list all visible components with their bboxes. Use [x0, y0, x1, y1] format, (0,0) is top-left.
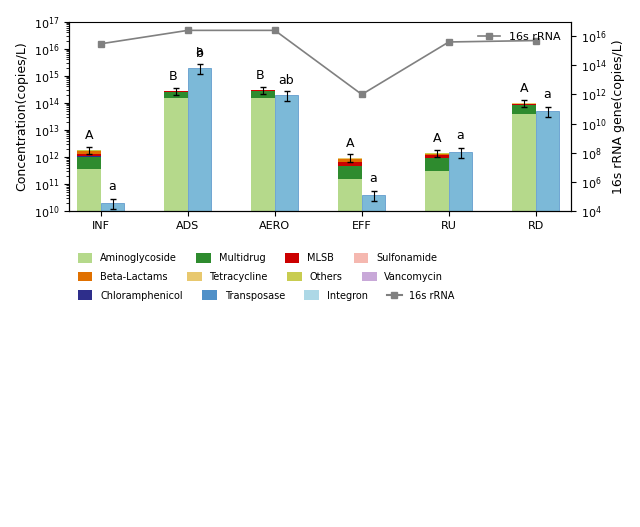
Bar: [426, 154, 449, 155]
Bar: [101, 203, 124, 527]
Bar: [164, 92, 188, 98]
Y-axis label: 16s rRNA gene(copies/L): 16s rRNA gene(copies/L): [612, 39, 625, 193]
Bar: [339, 166, 362, 179]
Bar: [339, 159, 362, 162]
Text: a: a: [370, 172, 378, 185]
Text: A: A: [520, 82, 529, 95]
Text: b: b: [196, 47, 204, 60]
Bar: [339, 158, 362, 159]
Bar: [426, 158, 449, 171]
Bar: [449, 152, 472, 527]
Bar: [339, 179, 362, 527]
Bar: [164, 98, 188, 527]
Bar: [77, 169, 101, 527]
16s rRNA: [271, 27, 278, 34]
Bar: [339, 162, 362, 166]
Text: B: B: [168, 70, 177, 83]
16s rRNA: [184, 27, 191, 34]
Bar: [362, 194, 385, 527]
Bar: [426, 171, 449, 527]
Line: 16s rRNA: 16s rRNA: [97, 27, 540, 98]
Bar: [275, 95, 298, 527]
16s rRNA: [532, 37, 540, 44]
Bar: [77, 154, 101, 157]
Text: A: A: [85, 129, 93, 142]
Text: a: a: [457, 129, 465, 142]
Text: A: A: [346, 137, 355, 150]
Text: A: A: [433, 132, 442, 145]
16s rRNA: [358, 91, 365, 97]
Bar: [513, 113, 536, 527]
Text: ab: ab: [279, 74, 294, 87]
Legend: Chloramphenicol, Transposase, Integron, 16s rRNA: Chloramphenicol, Transposase, Integron, …: [74, 287, 459, 305]
Bar: [77, 151, 101, 154]
Text: a: a: [543, 88, 552, 101]
Bar: [188, 67, 211, 527]
Legend: 16s rRNA: 16s rRNA: [474, 27, 565, 46]
Bar: [252, 98, 275, 527]
Bar: [426, 155, 449, 158]
Y-axis label: Concentration(copies/L): Concentration(copies/L): [15, 42, 28, 191]
16s rRNA: [97, 41, 105, 47]
Bar: [252, 91, 275, 98]
Bar: [513, 105, 536, 113]
Bar: [536, 111, 559, 527]
16s rRNA: [445, 39, 452, 45]
Text: B: B: [255, 69, 264, 82]
Text: a: a: [196, 45, 204, 57]
Text: a: a: [109, 180, 116, 193]
Bar: [77, 157, 101, 169]
